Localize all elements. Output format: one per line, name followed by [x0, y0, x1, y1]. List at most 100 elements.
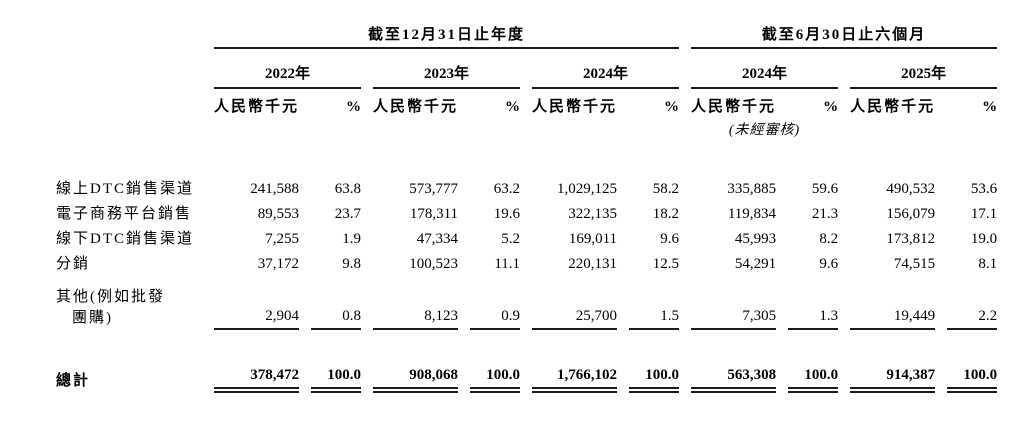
percent-cell: 19.6: [493, 206, 521, 222]
percent-cell: 5.2: [501, 231, 521, 247]
percent-cell: 1.9: [342, 231, 362, 247]
percent-header: %: [346, 99, 362, 115]
value-cell: 119,834: [727, 206, 777, 222]
percent-cell: 0.8: [311, 273, 362, 330]
percent-header: %: [505, 99, 521, 115]
value-cell: 47,334: [416, 231, 459, 247]
total-label: 總計: [56, 373, 91, 389]
row-label: 線下DTC銷售渠道: [56, 231, 195, 247]
value-cell: 8,123: [373, 273, 459, 330]
row-label: 分銷: [56, 256, 91, 272]
value-cell: 2,904: [214, 273, 300, 330]
total-value-cell: 563,308: [691, 358, 777, 393]
value-cell: 37,172: [257, 256, 300, 272]
value-cell: 573,777: [409, 181, 459, 197]
table-row-total: 總計 378,472 100.0 908,068 100.0 1,766,102…: [56, 358, 998, 393]
table-row-ecommerce: 電子商務平台銷售 89,553 23.7 178,311 19.6 322,13…: [56, 198, 997, 223]
percent-cell: 18.2: [652, 206, 680, 222]
year-header-2024-interim: 2024年: [691, 49, 839, 89]
percent-cell: 9.8: [342, 256, 362, 272]
total-percent-cell: 100.0: [629, 358, 680, 393]
value-cell: 7,305: [691, 273, 777, 330]
value-cell: 100,523: [409, 256, 459, 272]
empty-cell: [532, 116, 679, 143]
section-header-row: 截至12月31日止年度 截至6月30日止六個月: [56, 14, 998, 49]
percent-cell: 17.1: [970, 206, 998, 222]
total-value-cell: 378,472: [214, 358, 300, 393]
empty-cell: [850, 116, 997, 143]
unaudited-note-row: (未經審核): [56, 116, 997, 143]
percent-cell: 21.3: [811, 206, 839, 222]
empty-cell: [214, 116, 361, 143]
section-annual-header: 截至12月31日止年度: [214, 14, 680, 49]
value-cell: 1,029,125: [557, 181, 618, 197]
year-header-row: 2022年 2023年 2024年 2024年 2025年: [56, 49, 998, 89]
revenue-by-channel-table: 截至12月31日止年度 截至6月30日止六個月 2022年 2023年 2024…: [44, 14, 1009, 393]
empty-cell: [56, 14, 202, 49]
year-header-2022: 2022年: [214, 49, 362, 89]
empty-cell: [56, 89, 202, 116]
table-row-distribution: 分銷 37,172 9.8 100,523 11.1 220,131 12.5 …: [56, 248, 997, 273]
row-label: 其他(例如批發 團購): [56, 273, 202, 330]
percent-cell: 59.6: [811, 181, 839, 197]
empty-cell: [56, 49, 202, 89]
year-header-2025-interim: 2025年: [850, 49, 998, 89]
value-cell: 241,588: [250, 181, 300, 197]
percent-cell: 19.0: [970, 231, 998, 247]
total-percent-cell: 100.0: [470, 358, 521, 393]
unit-header: 人民幣千元: [532, 99, 618, 115]
spacer-row: [56, 330, 997, 358]
percent-cell: 1.3: [788, 273, 839, 330]
value-cell: 156,079: [886, 206, 936, 222]
total-value-cell: 914,387: [850, 358, 936, 393]
unit-header: 人民幣千元: [373, 99, 459, 115]
empty-cell: [56, 116, 202, 143]
value-cell: 25,700: [532, 273, 618, 330]
unit-header: 人民幣千元: [850, 99, 936, 115]
unit-header: 人民幣千元: [691, 99, 777, 115]
percent-cell: 23.7: [334, 206, 362, 222]
percent-cell: 63.2: [493, 181, 521, 197]
percent-header: %: [823, 99, 839, 115]
total-percent-cell: 100.0: [947, 358, 998, 393]
table-row-online-dtc: 線上DTC銷售渠道 241,588 63.8 573,777 63.2 1,02…: [56, 173, 997, 198]
table-row-others: 其他(例如批發 團購) 2,904 0.8 8,123 0.9 25,700 1…: [56, 273, 998, 330]
value-cell: 322,135: [568, 206, 618, 222]
table-row-offline-dtc: 線下DTC銷售渠道 7,255 1.9 47,334 5.2 169,011 9…: [56, 223, 997, 248]
value-cell: 19,449: [850, 273, 936, 330]
percent-cell: 1.5: [629, 273, 680, 330]
value-cell: 335,885: [727, 181, 777, 197]
percent-cell: 63.8: [334, 181, 362, 197]
section-interim-header: 截至6月30日止六個月: [691, 14, 998, 49]
value-cell: 178,311: [409, 206, 459, 222]
percent-cell: 8.1: [978, 256, 998, 272]
value-cell: 54,291: [734, 256, 777, 272]
value-cell: 89,553: [257, 206, 300, 222]
spacer-row: [56, 143, 997, 173]
percent-cell: 9.6: [660, 231, 680, 247]
percent-header: %: [664, 99, 680, 115]
value-cell: 7,255: [265, 231, 300, 247]
percent-cell: 12.5: [652, 256, 680, 272]
percent-cell: 53.6: [970, 181, 998, 197]
percent-cell: 8.2: [819, 231, 839, 247]
total-value-cell: 1,766,102: [532, 358, 618, 393]
row-label-line1: 其他(例如批發: [56, 289, 165, 305]
value-cell: 220,131: [568, 256, 618, 272]
row-label-line2: 團購): [72, 310, 113, 326]
total-value-cell: 908,068: [373, 358, 459, 393]
unaudited-note: (未經審核): [728, 123, 801, 138]
value-cell: 173,812: [886, 231, 936, 247]
year-header-2024: 2024年: [532, 49, 680, 89]
percent-cell: 58.2: [652, 181, 680, 197]
percent-cell: 2.2: [947, 273, 998, 330]
empty-cell: [373, 116, 520, 143]
value-cell: 74,515: [893, 256, 936, 272]
row-label: 線上DTC銷售渠道: [56, 181, 195, 197]
percent-cell: 9.6: [819, 256, 839, 272]
total-percent-cell: 100.0: [311, 358, 362, 393]
percent-header: %: [982, 99, 998, 115]
percent-cell: 0.9: [470, 273, 521, 330]
total-percent-cell: 100.0: [788, 358, 839, 393]
percent-cell: 11.1: [494, 256, 521, 272]
